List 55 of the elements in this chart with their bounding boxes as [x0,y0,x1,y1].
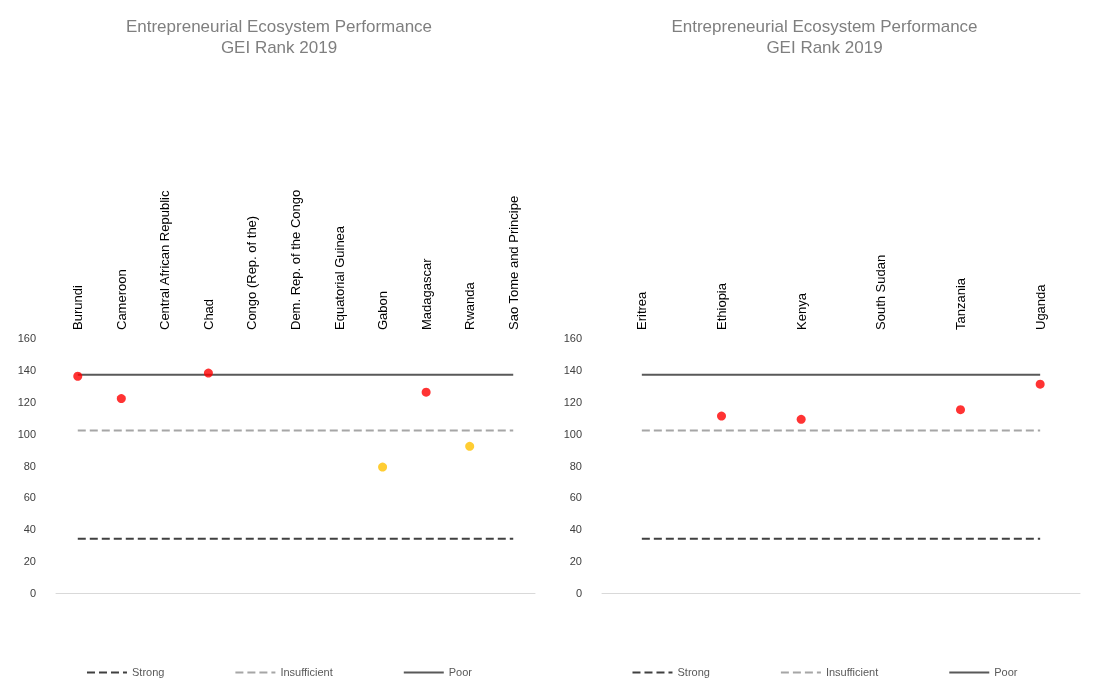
point [796,414,806,424]
point [717,411,726,421]
point [73,371,83,381]
point [1035,379,1045,389]
x-tick-label: Gabon [375,290,391,330]
point [421,387,431,397]
legend-label: Poor [994,666,1018,679]
y-tick-label: 20 [569,555,582,568]
x-tick-label: Ethiopia [714,282,729,330]
point [465,441,475,451]
point [378,462,388,472]
x-tick-label: Tanzania [953,277,968,330]
y-tick-label: 0 [29,587,36,599]
x-tick-label: South Sudan [873,254,889,330]
x-tick-label: Congo (Rep. of the) [244,215,260,330]
legend-label: Strong [677,666,710,679]
y-tick-label: 160 [17,332,36,344]
chart-subtitle: GEI Rank 2019 [766,38,883,57]
y-tick-label: 160 [563,332,582,344]
legend-label: Insufficient [280,666,333,679]
x-tick-label: Uganda [1032,283,1048,330]
x-tick-label: Chad [200,298,216,330]
chart-subtitle: GEI Rank 2019 [220,38,338,57]
point [116,394,126,404]
y-tick-label: 60 [23,491,36,504]
y-tick-label: 120 [17,395,36,408]
x-tick-label: Cameroon [113,269,129,330]
y-tick-label: 140 [17,363,36,376]
x-tick-label: Rwanda [462,281,478,330]
y-tick-label: 100 [17,427,36,440]
x-tick-label: Central African Republic [157,190,173,330]
point [956,405,965,415]
y-tick-label: 0 [575,587,582,599]
chart-title: Entrepreneurial Ecosystem Performance [125,17,433,36]
legend-label: Poor [448,666,473,679]
y-tick-label: 60 [569,491,582,504]
y-tick-label: 140 [563,363,582,376]
x-tick-label: Kenya [793,292,809,330]
y-tick-label: 40 [569,523,582,536]
x-tick-label: Equatorial Guinea [331,225,347,330]
y-tick-label: 80 [569,459,582,472]
chart-title: Entrepreneurial Ecosystem Performance [671,17,978,36]
legend-label: Strong [131,666,165,679]
x-tick-label: Dem. Rep. of the Congo [288,189,303,330]
y-tick-label: 20 [23,555,36,568]
y-tick-label: 120 [563,395,582,408]
x-tick-label: Eritrea [634,290,650,330]
y-tick-label: 40 [23,523,36,536]
x-tick-label: Burundi [70,285,86,330]
y-tick-label: 100 [563,427,582,440]
legend-label: Insufficient [825,666,879,679]
x-tick-label: Madagascar [418,257,434,330]
x-tick-label: Sao Tome and Principe [505,195,521,330]
point [203,368,213,378]
y-tick-label: 80 [23,459,36,472]
